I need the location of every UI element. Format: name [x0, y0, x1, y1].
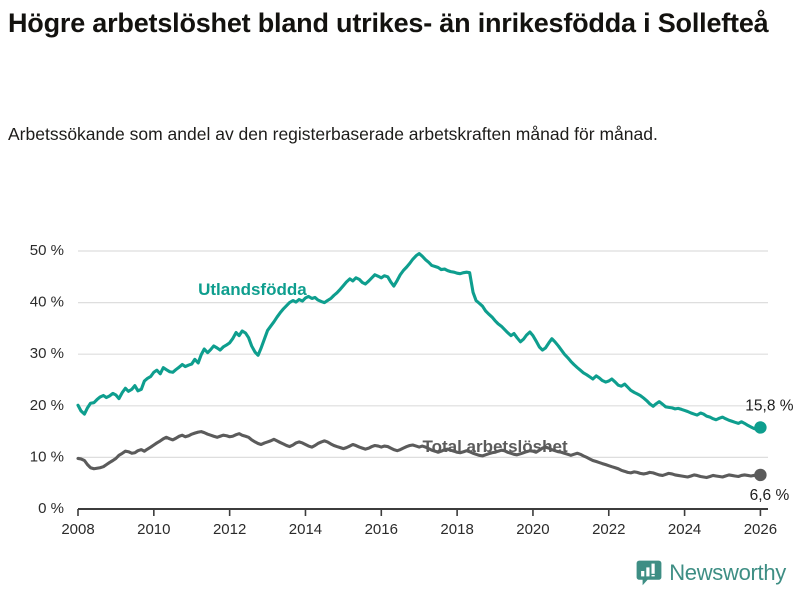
y-axis-tick-label: 50 % — [30, 242, 64, 259]
x-axis-tick-label: 2018 — [440, 521, 473, 538]
y-axis-tick-label: 40 % — [30, 294, 64, 311]
x-axis-tick-label: 2016 — [365, 521, 398, 538]
x-axis-tick-label: 2022 — [592, 521, 625, 538]
y-axis-tick-label: 20 % — [30, 397, 64, 414]
line-chart-svg: 0 % 10 % 20 % 30 % 40 % 50 % 2008 2010 2012 2014… — [30, 242, 794, 538]
y-axis-tick-label: 30 % — [30, 345, 64, 362]
y-axis-tick-label: 10 % — [30, 448, 64, 465]
gridlines — [78, 250, 768, 458]
x-axis — [77, 508, 768, 516]
bar-chart-speech-bubble-icon — [636, 560, 662, 586]
series-label: Utlandsfödda — [198, 280, 307, 299]
chart-subtitle: Arbetssökande som andel av den registerb… — [8, 124, 658, 144]
x-axis-tick-label: 2020 — [516, 521, 549, 538]
logo-text: Newsworthy — [669, 560, 786, 585]
series-annotations: Utlandsfödda 15,8 % Total arbetslöshet 6,6 … — [198, 280, 794, 504]
x-axis-tick-label: 2008 — [61, 521, 94, 538]
series-end-value-label: 6,6 % — [750, 487, 790, 504]
y-axis-tick-label: 0 % — [38, 500, 64, 517]
series-lines — [76, 252, 762, 480]
series-end-value-label: 15,8 % — [745, 397, 793, 414]
series-end-marker — [754, 468, 767, 482]
y-axis-tick-labels: 0 % 10 % 20 % 30 % 40 % 50 % — [30, 242, 64, 517]
series-end-marker — [754, 421, 767, 434]
x-axis-tick-labels: 2008 2010 2012 2014 2016 2018 2020 2022 2024 2026 — [61, 521, 777, 538]
x-axis-tick-label: 2024 — [668, 521, 701, 538]
newsworthy-logo[interactable]: Newsworthy — [636, 556, 786, 590]
x-axis-tick-label: 2010 — [137, 521, 170, 538]
plot-area: 0 % 10 % 20 % 30 % 40 % 50 % 2008 2010 2012 2014… — [0, 228, 800, 538]
x-axis-tick-label: 2014 — [289, 521, 322, 538]
series-line — [76, 252, 762, 432]
x-axis-tick-label: 2012 — [213, 521, 246, 538]
page-title: Högre arbetslöshet bland utrikes- än inr… — [8, 8, 769, 38]
x-axis-tick-label: 2026 — [744, 521, 777, 538]
series-line — [76, 430, 762, 480]
series-label: Total arbetslöshet — [422, 437, 567, 456]
